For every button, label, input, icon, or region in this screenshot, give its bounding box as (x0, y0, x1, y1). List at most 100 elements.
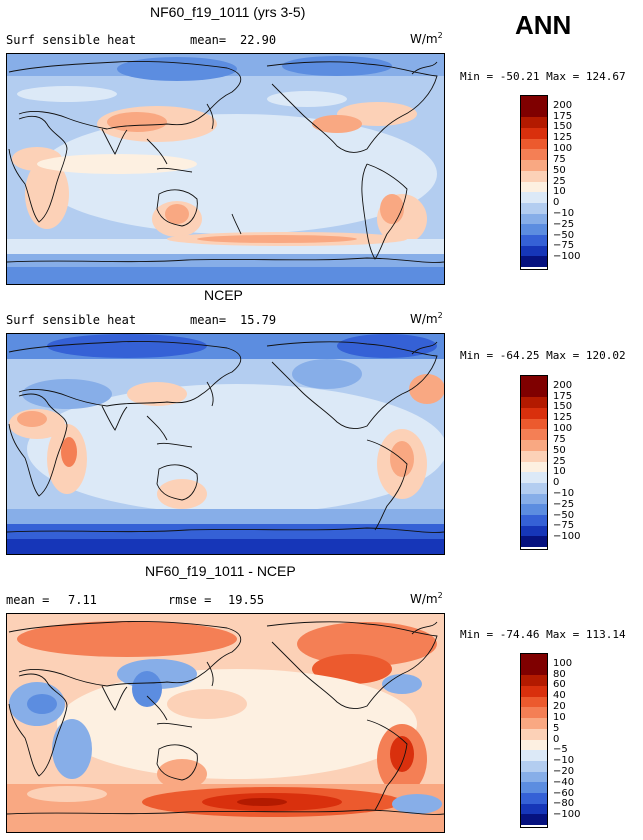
colorbar-tick-label: 50 (553, 445, 566, 456)
colorbar-tick-label: −5 (553, 744, 568, 755)
colorbar-tick-label: −60 (553, 788, 574, 799)
colorbar-tick-label: 10 (553, 466, 566, 477)
colorbar-tick-label: 10 (553, 186, 566, 197)
colorbar-band (521, 107, 547, 118)
panel-3-colorbar (520, 653, 548, 828)
colorbar-band (521, 814, 547, 825)
panel-1-map (6, 53, 445, 285)
colorbar-band (521, 256, 547, 267)
colorbar-tick-label: 20 (553, 701, 566, 712)
panel-1-mean-value: 22.90 (240, 33, 276, 47)
colorbar-band (521, 494, 547, 505)
colorbar-tick-label: 125 (553, 132, 572, 143)
panel-2-variable: Surf sensible heat (6, 313, 136, 327)
colorbar-band (521, 149, 547, 160)
colorbar-tick-label: 0 (553, 477, 559, 488)
panel-1-colorbar (520, 95, 548, 270)
colorbar-band (521, 761, 547, 772)
colorbar-tick-label: −50 (553, 230, 574, 241)
season-label: ANN (515, 10, 571, 41)
panel-2-map-svg (7, 334, 444, 554)
panel-3-mean-value: 7.11 (68, 593, 97, 607)
colorbar-band (521, 462, 547, 473)
colorbar-tick-label: 75 (553, 434, 566, 445)
colorbar-band (521, 504, 547, 515)
panel-2-mean-label: mean= (190, 313, 226, 327)
colorbar-band (521, 793, 547, 804)
colorbar-tick-label: −25 (553, 499, 574, 510)
panel-3-rmse-value: 19.55 (228, 593, 264, 607)
panel-1-variable: Surf sensible heat (6, 33, 136, 47)
colorbar-tick-label: 50 (553, 165, 566, 176)
panel-3-minmax: Min = -74.46 Max = 113.14 (460, 628, 626, 641)
colorbar-band (521, 772, 547, 783)
colorbar-band (521, 387, 547, 398)
panel-3-units: W/m2 (410, 591, 443, 606)
colorbar-band (521, 686, 547, 697)
colorbar-band (521, 536, 547, 547)
colorbar-band (521, 235, 547, 246)
panel-1-mean-label: mean= (190, 33, 226, 47)
colorbar-tick-label: 100 (553, 143, 572, 154)
colorbar-band (521, 665, 547, 676)
colorbar-band (521, 224, 547, 235)
colorbar-band (521, 804, 547, 815)
panel-3-title: NF60_f19_1011 - NCEP (145, 563, 296, 579)
colorbar-tick-label: 5 (553, 723, 559, 734)
colorbar-tick-label: −20 (553, 766, 574, 777)
colorbar-tick-label: −10 (553, 488, 574, 499)
panel-2-minmax: Min = -64.25 Max = 120.02 (460, 349, 626, 362)
colorbar-tick-label: −10 (553, 208, 574, 219)
colorbar-tick-label: 150 (553, 121, 572, 132)
panel-3-map (6, 613, 445, 833)
colorbar-band (521, 182, 547, 193)
colorbar-tick-label: −100 (553, 531, 580, 542)
colorbar-band (521, 139, 547, 150)
panel-2-map (6, 333, 445, 555)
colorbar-band (521, 128, 547, 139)
colorbar-band (521, 171, 547, 182)
colorbar-band (521, 429, 547, 440)
colorbar-tick-label: 75 (553, 154, 566, 165)
panel-2-units: W/m2 (410, 311, 443, 326)
colorbar-tick-label: −50 (553, 510, 574, 521)
colorbar-band (521, 483, 547, 494)
colorbar-band (521, 419, 547, 430)
colorbar-band (521, 718, 547, 729)
colorbar-band (521, 246, 547, 257)
colorbar-tick-label: −75 (553, 240, 574, 251)
colorbar-tick-label: 200 (553, 380, 572, 391)
panel-1-units: W/m2 (410, 31, 443, 46)
panel-3-map-svg (7, 614, 444, 832)
colorbar-band (521, 750, 547, 761)
panel-3-rmse-label: rmse = (168, 593, 211, 607)
colorbar-tick-label: −80 (553, 798, 574, 809)
colorbar-band (521, 472, 547, 483)
colorbar-band (521, 203, 547, 214)
colorbar-tick-label: −40 (553, 777, 574, 788)
panel-2-mean-value: 15.79 (240, 313, 276, 327)
colorbar-band (521, 707, 547, 718)
colorbar-tick-label: −75 (553, 520, 574, 531)
colorbar-band (521, 697, 547, 708)
colorbar-band (521, 96, 547, 107)
colorbar-tick-label: 100 (553, 658, 572, 669)
colorbar-band (521, 515, 547, 526)
colorbar-band (521, 440, 547, 451)
panel-2-colorbar (520, 375, 548, 550)
colorbar-tick-label: 40 (553, 690, 566, 701)
colorbar-tick-label: 0 (553, 197, 559, 208)
colorbar-tick-label: 25 (553, 176, 566, 187)
colorbar-band (521, 376, 547, 387)
colorbar-band (521, 397, 547, 408)
colorbar-tick-label: −100 (553, 251, 580, 262)
panel-1-minmax: Min = -50.21 Max = 124.67 (460, 70, 626, 83)
colorbar-band (521, 214, 547, 225)
panel-1-title: NF60_f19_1011 (yrs 3-5) (150, 4, 305, 20)
colorbar-tick-label: −25 (553, 219, 574, 230)
colorbar-tick-label: 25 (553, 456, 566, 467)
panel-2-title: NCEP (204, 287, 243, 303)
colorbar-tick-label: −10 (553, 755, 574, 766)
colorbar-band (521, 782, 547, 793)
colorbar-band (521, 160, 547, 171)
